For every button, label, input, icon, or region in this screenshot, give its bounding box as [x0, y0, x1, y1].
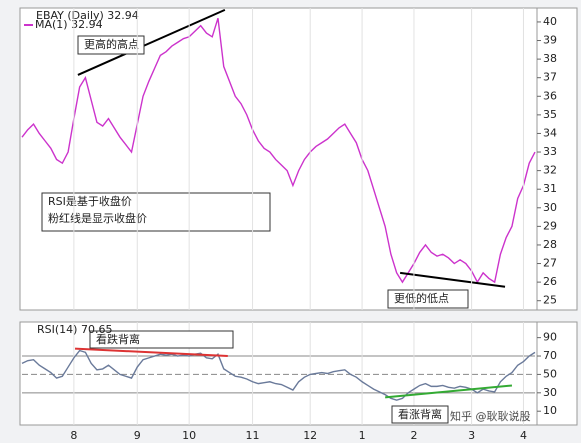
y-tick-label: 26: [543, 275, 557, 288]
annotation-box: [41, 192, 271, 232]
legend-label: MA(1) 32.94: [35, 18, 103, 31]
y-tick-label: 35: [543, 108, 557, 121]
x-tick-label: 12: [303, 429, 317, 442]
annotation-box: [89, 330, 234, 349]
x-tick-label: 1: [359, 429, 366, 442]
y-tick-label: 28: [543, 238, 557, 251]
y-tick-label: 37: [543, 71, 557, 84]
chart-title: RSI(14) 70.65: [37, 323, 112, 336]
annotation-box: [391, 405, 449, 424]
y-tick-label: 40: [543, 15, 557, 28]
annotation-box: [77, 35, 145, 55]
y-tick-label: 25: [543, 294, 557, 307]
trend-line: [399, 271, 506, 288]
y-tick-label: 30: [543, 386, 557, 399]
y-tick-label: 29: [543, 219, 557, 232]
y-tick-label: 38: [543, 52, 557, 65]
axis-area: [536, 321, 578, 426]
y-tick-label: 32: [543, 164, 557, 177]
annotation-text: 更高的高点: [84, 37, 139, 51]
annotation-text: 粉红线是显示收盘价: [48, 211, 147, 225]
chart-title: EBAY (Daily) 32.94: [36, 9, 139, 22]
annotation-text: 看涨背离: [398, 407, 442, 421]
y-tick-label: 31: [543, 182, 557, 195]
y-tick-label: 34: [543, 126, 557, 139]
trend-line: [77, 8, 226, 76]
axis-area: [536, 7, 578, 311]
annotation-text: 更低的低点: [394, 291, 449, 305]
x-tick-label: 11: [246, 429, 260, 442]
y-tick-label: 10: [543, 404, 557, 417]
x-tick-label: 10: [182, 429, 196, 442]
x-tick-label: 2: [410, 429, 417, 442]
y-tick-label: 90: [543, 331, 557, 344]
annotation-box: [387, 289, 469, 309]
watermark: 知乎 @耿耿说股: [450, 409, 531, 423]
x-tick-label: 4: [520, 429, 527, 442]
y-tick-label: 39: [543, 34, 557, 47]
series-line: [21, 349, 536, 401]
trend-line: [74, 347, 228, 358]
annotation-text: RSI是基于收盘价: [48, 194, 132, 208]
y-tick-label: 33: [543, 145, 557, 158]
y-tick-label: 36: [543, 89, 557, 102]
annotation-text: 看跌背离: [96, 332, 140, 346]
x-tick-label: 3: [468, 429, 475, 442]
x-tick-label: 9: [134, 429, 141, 442]
series-line: [21, 18, 536, 284]
x-tick-label: 8: [70, 429, 77, 442]
trend-line: [385, 384, 513, 399]
y-tick-label: 50: [543, 367, 557, 380]
y-tick-label: 70: [543, 349, 557, 362]
y-tick-label: 27: [543, 257, 557, 270]
y-tick-label: 30: [543, 201, 557, 214]
